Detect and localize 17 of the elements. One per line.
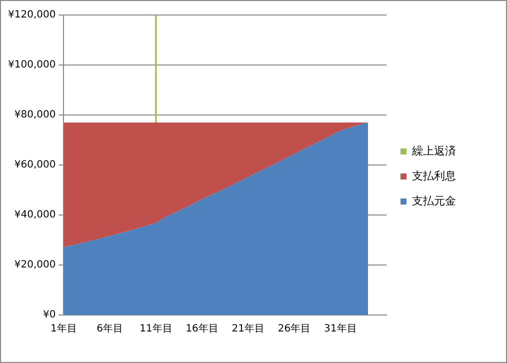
y-tick-label: ¥20,000 (14, 260, 56, 271)
y-tick-label: ¥60,000 (14, 160, 56, 171)
y-tick-label: ¥0 (42, 310, 56, 321)
y-tick-label: ¥80,000 (14, 110, 56, 121)
x-tick-label: 1年目 (50, 322, 77, 335)
x-tick-label: 16年目 (186, 322, 218, 335)
y-tick-label: ¥120,000 (8, 10, 56, 21)
x-tick-label: 6年目 (96, 322, 124, 335)
x-tick-label: 21年目 (232, 322, 265, 335)
x-tick-label: 11年目 (140, 322, 172, 335)
y-tick-label: ¥40,000 (14, 210, 56, 221)
y-tick-label: ¥100,000 (8, 60, 56, 71)
x-tick-label: 26年目 (278, 322, 311, 335)
legend-label: 支払元金 (412, 194, 456, 208)
x-tick-label: 31年目 (324, 322, 357, 335)
legend-label: 支払利息 (412, 169, 456, 182)
legend-label: 繰上返済 (411, 144, 456, 158)
